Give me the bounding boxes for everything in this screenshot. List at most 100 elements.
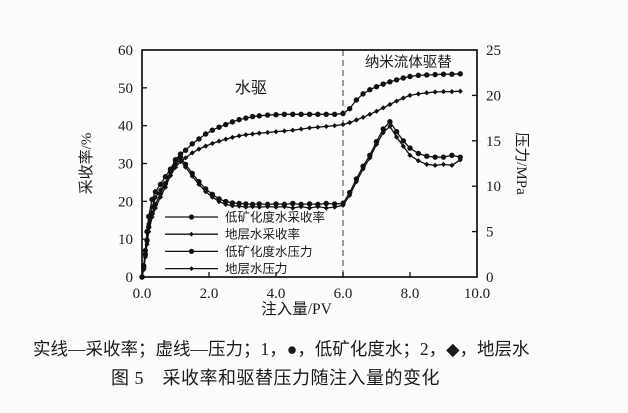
data-point-diamond bbox=[340, 121, 346, 128]
data-point-diamond bbox=[347, 120, 353, 126]
data-point-circle bbox=[273, 111, 279, 118]
data-point-diamond bbox=[189, 173, 195, 179]
data-point-diamond bbox=[249, 204, 256, 210]
figure-caption: 图 5 采收率和驱替压力随注入量的变化 bbox=[111, 368, 440, 388]
data-point-diamond bbox=[172, 160, 179, 167]
data-point-diamond bbox=[236, 133, 242, 139]
data-point-diamond bbox=[400, 95, 406, 101]
x-tick-label: 0.0 bbox=[133, 286, 152, 302]
data-point-circle bbox=[152, 189, 159, 195]
y-right-axis-title: 压力/MPa bbox=[513, 132, 530, 195]
data-point-diamond bbox=[415, 91, 421, 97]
data-point-circle bbox=[177, 154, 184, 160]
data-point-circle bbox=[290, 111, 296, 118]
data-point-circle bbox=[323, 200, 329, 207]
data-point-diamond bbox=[387, 101, 393, 108]
data-point-diamond bbox=[457, 88, 463, 94]
data-point-diamond bbox=[306, 125, 313, 131]
data-point-diamond bbox=[315, 204, 321, 210]
x-tick-label: 10.0 bbox=[464, 286, 490, 302]
data-point-diamond bbox=[157, 194, 164, 200]
data-point-diamond bbox=[141, 267, 147, 273]
data-point-diamond bbox=[196, 146, 202, 152]
chart-canvas: 0 10 20 30 40 50 60 0 5 10 15 20 25 0.0 2.0 4.0 6.0 8.0 10… bbox=[78, 43, 530, 318]
x-tick-label: 8.0 bbox=[401, 286, 420, 302]
y-right-tick-label: 15 bbox=[486, 134, 501, 150]
data-point-circle bbox=[415, 72, 422, 79]
data-point-diamond bbox=[203, 143, 209, 149]
data-point-diamond bbox=[189, 231, 194, 237]
legend-label: 地层水压力 bbox=[225, 262, 288, 276]
data-point-circle bbox=[157, 181, 164, 188]
data-point-circle bbox=[264, 112, 271, 118]
data-point-diamond bbox=[142, 254, 148, 260]
data-point-circle bbox=[188, 214, 195, 220]
data-point-diamond bbox=[373, 141, 380, 148]
data-point-diamond bbox=[432, 89, 438, 95]
data-point-diamond bbox=[290, 127, 296, 133]
data-point-circle bbox=[306, 111, 313, 118]
data-point-circle bbox=[440, 154, 447, 160]
data-point-circle bbox=[367, 87, 373, 93]
data-point-circle bbox=[188, 248, 195, 254]
data-point-circle bbox=[182, 147, 189, 153]
data-point-circle bbox=[387, 119, 393, 125]
data-point-diamond bbox=[407, 92, 413, 98]
data-point-diamond bbox=[323, 123, 329, 130]
data-point-diamond bbox=[281, 128, 287, 134]
data-point-diamond bbox=[380, 105, 386, 111]
x-tick-label: 4.0 bbox=[267, 286, 286, 302]
data-point-diamond bbox=[298, 204, 304, 210]
data-point-circle bbox=[387, 79, 393, 85]
data-point-circle bbox=[202, 131, 209, 137]
data-point-circle bbox=[393, 77, 400, 83]
data-point-diamond bbox=[209, 140, 215, 147]
data-point-circle bbox=[315, 111, 321, 118]
data-point-circle bbox=[457, 154, 463, 160]
phase-annotation-1: 纳米流体驱替 bbox=[365, 54, 452, 71]
data-point-diamond bbox=[387, 123, 393, 129]
data-point-diamond bbox=[281, 204, 287, 210]
data-point-diamond bbox=[144, 241, 150, 247]
data-point-circle bbox=[229, 200, 236, 206]
data-point-diamond bbox=[347, 192, 353, 198]
data-point-diamond bbox=[394, 134, 400, 140]
data-point-diamond bbox=[360, 114, 366, 120]
data-point-diamond bbox=[256, 130, 262, 136]
data-point-circle bbox=[323, 111, 329, 118]
data-point-diamond bbox=[229, 203, 236, 209]
data-point-diamond bbox=[152, 194, 158, 201]
data-point-diamond bbox=[229, 134, 236, 140]
data-point-circle bbox=[306, 201, 313, 207]
data-point-diamond bbox=[373, 108, 380, 114]
data-point-circle bbox=[424, 72, 430, 78]
data-point-circle bbox=[415, 150, 422, 157]
data-point-diamond bbox=[440, 161, 447, 168]
data-point-diamond bbox=[209, 194, 215, 200]
data-point-circle bbox=[400, 75, 406, 81]
data-point-diamond bbox=[440, 89, 447, 95]
data-point-circle bbox=[331, 111, 338, 118]
data-point-diamond bbox=[189, 266, 194, 271]
data-point-circle bbox=[290, 200, 296, 207]
figure-key-text: 实线—采收率；虚线—压力；1，●，低矿化度水；2，◆，地层水 bbox=[33, 339, 530, 359]
data-point-circle bbox=[373, 83, 380, 90]
y-right-tick-label: 5 bbox=[486, 225, 494, 241]
data-point-diamond bbox=[449, 162, 455, 168]
data-point-diamond bbox=[236, 203, 242, 209]
data-point-circle bbox=[353, 97, 360, 103]
data-point-diamond bbox=[152, 205, 158, 211]
data-point-circle bbox=[256, 201, 262, 207]
data-point-circle bbox=[189, 141, 195, 147]
y-left-tick-label: 40 bbox=[118, 119, 133, 135]
x-tick-label: 2.0 bbox=[200, 286, 219, 302]
data-point-diamond bbox=[149, 214, 155, 220]
data-point-diamond bbox=[424, 90, 430, 96]
data-point-diamond bbox=[139, 274, 145, 280]
data-point-diamond bbox=[273, 204, 279, 210]
data-point-circle bbox=[216, 124, 222, 130]
data-point-diamond bbox=[223, 201, 229, 207]
phase-annotation-0: 水驱 bbox=[235, 79, 267, 97]
data-point-circle bbox=[223, 198, 229, 205]
